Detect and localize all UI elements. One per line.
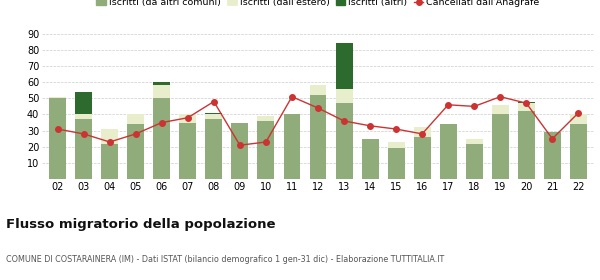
Text: Flusso migratorio della popolazione: Flusso migratorio della popolazione xyxy=(6,218,275,231)
Bar xyxy=(570,124,587,179)
Bar xyxy=(492,105,509,115)
Bar xyxy=(49,98,66,179)
Bar xyxy=(75,92,92,115)
Bar xyxy=(362,139,379,179)
Bar xyxy=(466,144,482,179)
Bar xyxy=(518,102,535,103)
Bar xyxy=(518,111,535,179)
Bar xyxy=(284,115,301,179)
Bar xyxy=(492,115,509,179)
Bar xyxy=(388,142,404,148)
Bar xyxy=(154,85,170,98)
Text: COMUNE DI COSTARAINERA (IM) - Dati ISTAT (bilancio demografico 1 gen-31 dic) - E: COMUNE DI COSTARAINERA (IM) - Dati ISTAT… xyxy=(6,255,444,264)
Bar xyxy=(205,113,223,115)
Bar xyxy=(440,124,457,179)
Bar xyxy=(570,115,587,124)
Bar xyxy=(127,124,144,179)
Bar xyxy=(310,85,326,95)
Bar xyxy=(310,95,326,179)
Bar xyxy=(205,115,223,119)
Bar xyxy=(75,119,92,179)
Bar xyxy=(388,148,404,179)
Bar xyxy=(518,103,535,111)
Bar xyxy=(101,144,118,179)
Legend: Iscritti (da altri comuni), Iscritti (dall'estero), Iscritti (altri), Cancellati: Iscritti (da altri comuni), Iscritti (da… xyxy=(92,0,544,11)
Bar xyxy=(335,88,353,103)
Bar xyxy=(257,116,274,121)
Bar xyxy=(413,127,431,137)
Bar xyxy=(179,123,196,179)
Bar xyxy=(101,129,118,144)
Bar xyxy=(179,115,196,123)
Bar xyxy=(154,98,170,179)
Bar xyxy=(49,97,66,98)
Bar xyxy=(205,119,223,179)
Bar xyxy=(466,139,482,144)
Bar xyxy=(544,132,561,179)
Bar xyxy=(335,103,353,179)
Bar xyxy=(232,123,248,179)
Bar xyxy=(257,121,274,179)
Bar xyxy=(75,115,92,119)
Bar xyxy=(335,43,353,88)
Bar xyxy=(413,137,431,179)
Bar xyxy=(127,115,144,124)
Bar xyxy=(154,82,170,85)
